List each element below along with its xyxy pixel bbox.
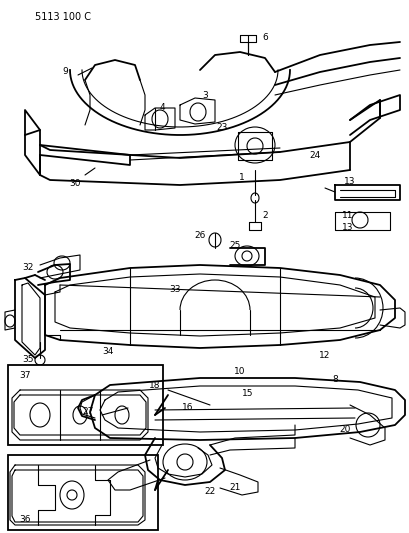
- Text: 33: 33: [169, 286, 180, 295]
- Text: 13: 13: [342, 223, 353, 232]
- Text: 16: 16: [182, 402, 193, 411]
- Text: 11: 11: [342, 211, 353, 220]
- Text: 20: 20: [339, 425, 350, 434]
- Text: 12: 12: [319, 351, 330, 359]
- Text: 32: 32: [22, 263, 34, 272]
- Text: 1: 1: [238, 174, 244, 182]
- Text: 6: 6: [261, 34, 267, 43]
- Text: 5113 100 C: 5113 100 C: [35, 12, 91, 22]
- Text: 8: 8: [331, 376, 337, 384]
- Text: 15: 15: [242, 389, 253, 398]
- Text: 30: 30: [69, 179, 81, 188]
- Text: 3: 3: [202, 92, 207, 101]
- Text: 22: 22: [204, 488, 215, 497]
- Text: 37: 37: [19, 370, 31, 379]
- Text: 18: 18: [149, 382, 160, 391]
- Text: 10: 10: [234, 367, 245, 376]
- Polygon shape: [8, 455, 157, 530]
- Polygon shape: [8, 365, 163, 445]
- Text: 13: 13: [344, 177, 355, 187]
- Text: 24: 24: [309, 150, 320, 159]
- Text: 2: 2: [261, 211, 267, 220]
- Text: 9: 9: [62, 68, 68, 77]
- Text: 36: 36: [19, 515, 31, 524]
- Text: 26: 26: [194, 230, 205, 239]
- Text: 35: 35: [22, 356, 34, 365]
- Text: 34: 34: [102, 348, 113, 357]
- Text: 25: 25: [229, 241, 240, 251]
- Text: 23: 23: [216, 124, 227, 133]
- Text: 21: 21: [229, 483, 240, 492]
- Text: 4: 4: [159, 103, 164, 112]
- Text: 27: 27: [82, 408, 94, 416]
